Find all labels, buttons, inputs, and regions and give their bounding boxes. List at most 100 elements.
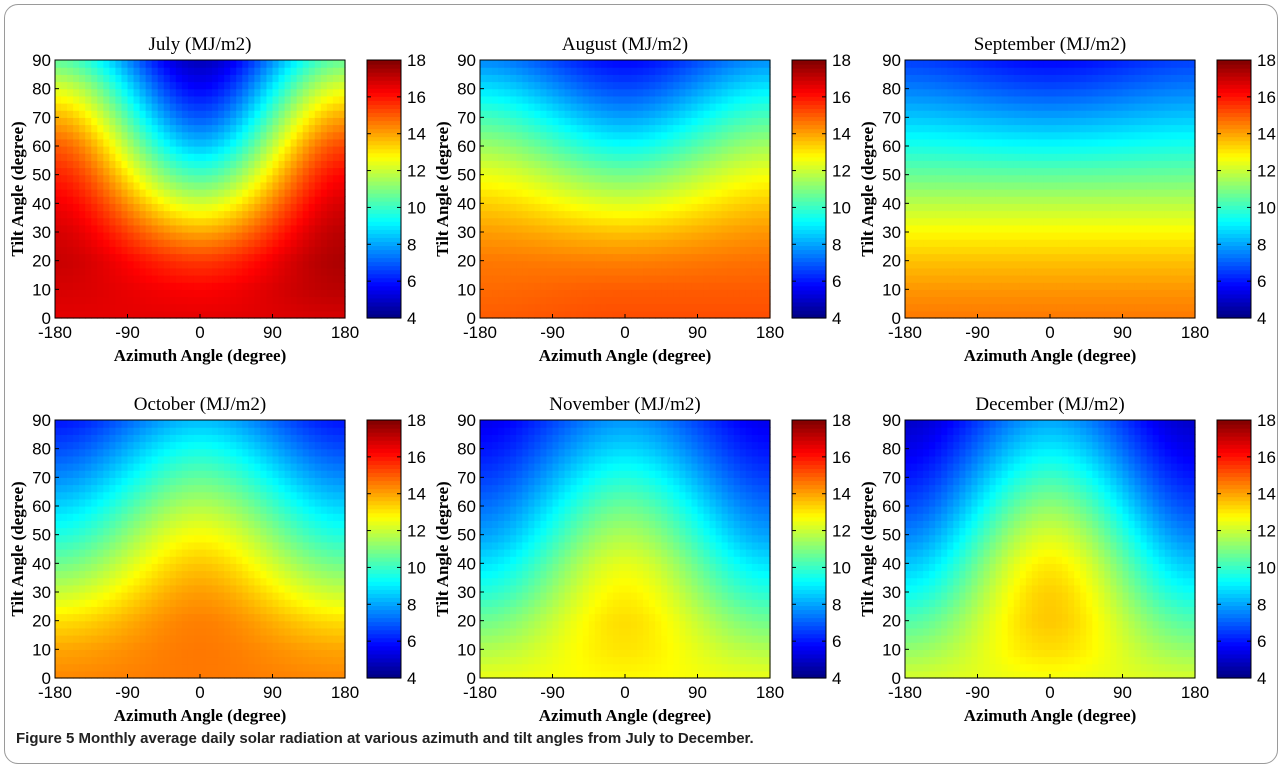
heatmap-cell — [1037, 239, 1045, 247]
colorbar-segment — [792, 72, 826, 77]
heatmap-cell — [763, 67, 771, 75]
heatmap-cell — [941, 153, 948, 161]
heatmap-cell — [1031, 103, 1039, 111]
heatmap-cell — [181, 275, 189, 283]
heatmap-cell — [326, 203, 334, 212]
heatmap-cell — [923, 181, 930, 190]
heatmap-cell — [941, 131, 948, 140]
heatmap-cell — [522, 282, 529, 290]
heatmap-cell — [552, 167, 560, 176]
heatmap-cell — [109, 67, 117, 75]
heatmap-cell — [763, 174, 771, 183]
heatmap-cell — [55, 117, 62, 126]
heatmap-cell — [552, 246, 560, 255]
heatmap-cell — [540, 203, 548, 212]
heatmap-cell — [163, 103, 171, 111]
colorbar-segment — [367, 140, 401, 146]
heatmap-cell — [175, 224, 183, 233]
heatmap-cell — [1025, 253, 1033, 262]
heatmap-cell — [1110, 189, 1118, 197]
heatmap-cell — [965, 303, 973, 312]
heatmap-cell — [953, 275, 960, 283]
heatmap-cell — [248, 275, 255, 283]
heatmap-cell — [230, 253, 237, 262]
heatmap-cell — [534, 296, 542, 305]
heatmap-cell — [1104, 239, 1112, 247]
heatmap-cell — [510, 67, 517, 75]
heatmap-cell — [709, 267, 717, 276]
heatmap-cell — [995, 282, 1003, 290]
heatmap-cell — [308, 282, 316, 290]
heatmap-cell — [546, 260, 554, 269]
heatmap-cell — [139, 131, 147, 140]
heatmap-cell — [193, 246, 201, 255]
heatmap-cell — [965, 103, 973, 111]
heatmap-cell — [1110, 67, 1118, 75]
heatmap-cell — [320, 239, 328, 247]
heatmap-cell — [480, 60, 487, 68]
heatmap-cell — [206, 303, 213, 312]
heatmap-cell — [721, 210, 729, 219]
heatmap-cell — [697, 67, 705, 75]
heatmap-cell — [917, 296, 924, 305]
colorbar-tick-label: 16 — [832, 88, 851, 107]
heatmap-cell — [606, 232, 614, 240]
heatmap-cell — [1019, 210, 1027, 219]
heatmap-cell — [272, 81, 280, 90]
heatmap-cell — [612, 267, 620, 276]
heatmap-cell — [230, 124, 237, 133]
heatmap-cell — [582, 196, 590, 204]
heatmap-cell — [206, 189, 213, 197]
heatmap-cell — [582, 260, 590, 269]
heatmap-cell — [522, 153, 529, 161]
heatmap-cell — [667, 160, 674, 169]
heatmap-cell — [1098, 232, 1105, 240]
heatmap-cell — [618, 289, 626, 298]
heatmap-cell — [540, 181, 548, 190]
colorbar-segment — [792, 265, 826, 271]
heatmap-cell — [1062, 260, 1069, 269]
heatmap-cell — [1104, 131, 1112, 140]
heatmap-cell — [1092, 67, 1099, 75]
heatmap-cell — [1086, 217, 1093, 226]
heatmap-cell — [649, 103, 656, 111]
heatmap-cell — [510, 153, 517, 161]
heatmap-cell — [1025, 210, 1033, 219]
heatmap-cell — [570, 60, 578, 68]
heatmap-cell — [703, 260, 711, 269]
heatmap-cell — [109, 60, 117, 68]
heatmap-cell — [1031, 217, 1039, 226]
heatmap-cell — [643, 95, 650, 104]
heatmap-cell — [935, 67, 942, 75]
heatmap-cell — [923, 60, 930, 68]
heatmap-cell — [929, 103, 936, 111]
heatmap-cell — [570, 88, 578, 97]
heatmap-cell — [1001, 88, 1009, 97]
heatmap-cell — [917, 124, 924, 133]
heatmap-cell — [953, 224, 960, 233]
heatmap-cell — [338, 260, 346, 269]
heatmap-cell — [643, 103, 650, 111]
heatmap-cell — [175, 310, 183, 319]
heatmap-cell — [1062, 203, 1069, 212]
heatmap-cell — [528, 282, 535, 290]
heatmap-cell — [206, 239, 213, 247]
heatmap-cell — [691, 224, 699, 233]
heatmap-cell — [935, 196, 942, 204]
heatmap-cell — [612, 260, 620, 269]
heatmap-cell — [332, 253, 340, 262]
heatmap-cell — [606, 253, 614, 262]
heatmap-cell — [661, 174, 668, 183]
heatmap-cell — [242, 232, 249, 240]
heatmap-cell — [917, 174, 924, 183]
heatmap-cell — [637, 131, 644, 140]
heatmap-cell — [1050, 310, 1057, 319]
colorbar-tick-label: 18 — [407, 51, 426, 70]
heatmap-cell — [308, 239, 316, 247]
heatmap-cell — [751, 217, 759, 226]
colorbar-segment — [367, 305, 401, 311]
heatmap-cell — [528, 103, 535, 111]
heatmap-cell — [278, 189, 286, 197]
heatmap-cell — [953, 160, 960, 169]
heatmap-cell — [643, 60, 650, 68]
